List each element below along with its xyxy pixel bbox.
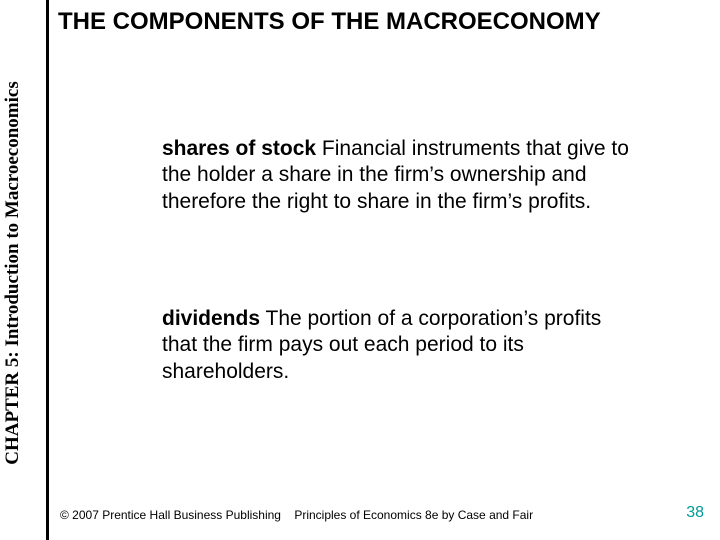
definition-block: dividends The portion of a corporation’s… — [162, 306, 642, 385]
slide-title: THE COMPONENTS OF THE MACROECONOMY — [58, 8, 708, 36]
chapter-label: CHAPTER 5: Introduction to Macroeconomic… — [2, 38, 24, 508]
term-text: dividends — [162, 307, 260, 330]
book-title-text: Principles of Economics 8e by Case and F… — [294, 508, 533, 522]
copyright-text: © 2007 Prentice Hall Business Publishing — [60, 508, 281, 522]
vertical-rule — [46, 0, 49, 540]
term-text: shares of stock — [162, 137, 316, 160]
definition-block: shares of stock Financial instruments th… — [162, 136, 642, 215]
page-number: 38 — [686, 504, 704, 522]
slide: CHAPTER 5: Introduction to Macroeconomic… — [0, 0, 720, 540]
footer: © 2007 Prentice Hall Business Publishing… — [60, 508, 700, 522]
